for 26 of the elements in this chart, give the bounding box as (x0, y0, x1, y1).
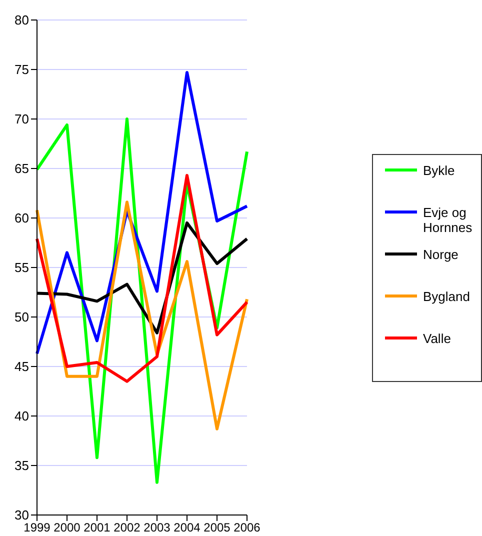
y-tick-label: 60 (14, 210, 29, 226)
line-series (36, 200, 248, 430)
y-tick-label: 80 (14, 12, 29, 28)
x-tick-label: 2005 (204, 520, 231, 535)
legend-label: Bykle (423, 163, 455, 178)
legend-label: Norge (423, 247, 458, 262)
x-tick-label: 2001 (84, 520, 111, 535)
legend-label: Evje og Hornnes (423, 205, 474, 235)
x-tick-label: 2002 (114, 520, 141, 535)
y-tick-label: 45 (14, 359, 29, 374)
y-tick-label: 30 (14, 508, 29, 523)
x-tick-label: 2000 (54, 520, 81, 535)
x-tick-label: 2003 (144, 520, 171, 535)
x-tick-label: 1999 (24, 520, 51, 535)
y-tick-label: 70 (14, 112, 29, 127)
legend-label: Valle (423, 331, 451, 346)
y-tick-label: 40 (14, 408, 29, 424)
y-tick-label: 65 (14, 161, 29, 176)
line-series (36, 174, 248, 383)
legend-label: Bygland (423, 289, 470, 304)
x-tick-label: 2004 (174, 520, 201, 535)
y-tick-label: 55 (14, 260, 29, 276)
x-tick-label: 2006 (234, 520, 261, 535)
y-tick-label: 50 (14, 310, 29, 325)
y-tick-label: 75 (14, 62, 29, 78)
y-tick-label: 35 (14, 458, 29, 474)
